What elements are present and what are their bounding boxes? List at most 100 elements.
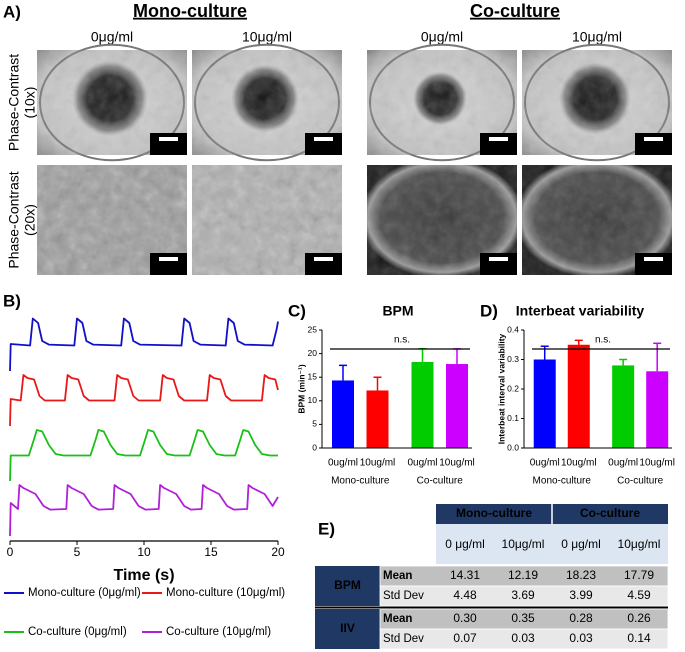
x-tick-label: 0ug/ml (407, 458, 437, 469)
scale-bar-label: 50μm (156, 263, 181, 274)
cell: 12.19 (508, 568, 538, 582)
micrograph: 50μm (522, 165, 672, 275)
bar (567, 344, 590, 448)
row-label: Phase-Contrast (6, 54, 22, 151)
y-tick-label: 0.0 (507, 442, 519, 452)
micrograph: 100μm (37, 43, 187, 162)
group-label: Co-culture (417, 476, 464, 487)
y-tick-label: 15 (308, 371, 318, 381)
scale-bar (489, 137, 508, 141)
column-label: 10μg/ml (242, 29, 292, 45)
y-axis-label: BPM (min⁻¹) (296, 364, 306, 414)
x-tick-label: 0ug/ml (530, 458, 560, 469)
panel-label: C) (288, 301, 306, 320)
bar (446, 364, 468, 448)
y-tick-label: 25 (308, 324, 318, 334)
row-label: Mean (383, 613, 412, 625)
x-tick-label: 10ug/ml (639, 458, 675, 469)
column-header: 10μg/ml (502, 537, 545, 551)
row-label: Mean (383, 570, 412, 582)
cell: 0.07 (453, 631, 477, 645)
x-tick-label: 5 (74, 545, 81, 559)
y-tick-label: 10 (308, 395, 318, 405)
scale-bar (314, 257, 333, 261)
cell: 0.30 (453, 611, 477, 625)
cell: 14.31 (450, 568, 480, 582)
section-label: BPM (334, 578, 361, 592)
panel-label: D) (480, 301, 498, 320)
group-title: Mono-culture (133, 1, 247, 21)
micrograph: 100μm (522, 43, 672, 162)
x-tick-label: 0 (7, 545, 14, 559)
y-tick-label: 0.4 (507, 324, 519, 334)
x-axis-label: Time (s) (113, 567, 174, 584)
scale-bar (159, 137, 178, 141)
bar (533, 359, 556, 448)
x-tick-label: 20 (271, 545, 285, 559)
cell: 17.79 (624, 568, 654, 582)
x-tick-label: 10ug/ml (561, 458, 597, 469)
y-tick-label: 20 (308, 348, 318, 358)
x-tick-label: 0ug/ml (608, 458, 638, 469)
legend-label: Mono-culture (10μg/ml) (166, 587, 285, 599)
scale-bar-label: 50μm (311, 263, 336, 274)
cell: 0.14 (627, 631, 651, 645)
scale-bar-label: 100μm (638, 143, 669, 154)
y-tick-label: 5 (312, 419, 317, 429)
cell: 0.26 (627, 611, 651, 625)
trace (9, 429, 278, 482)
column-header: 0 μg/ml (561, 537, 601, 551)
scale-bar (159, 257, 178, 261)
micrograph: 100μm (192, 43, 342, 162)
cell: 3.69 (511, 588, 535, 602)
legend-label: Mono-culture (0μg/ml) (28, 587, 141, 599)
group-header: Co-culture (580, 506, 640, 520)
micrograph: 50μm (192, 165, 342, 275)
scale-bar-label: 100μm (483, 143, 514, 154)
annotation: n.s. (394, 335, 410, 346)
micrograph: 100μm (367, 43, 517, 162)
cell: 0.28 (569, 611, 593, 625)
scale-bar-label: 100μm (153, 143, 184, 154)
cell: 0.03 (569, 631, 593, 645)
panel-label: E) (318, 519, 335, 538)
row-label: Std Dev (383, 590, 424, 602)
cell: 0.03 (511, 631, 535, 645)
section-cell (315, 566, 380, 606)
trace (9, 484, 279, 537)
row-bg (379, 628, 669, 650)
column-label: 0μg/ml (91, 29, 133, 45)
row-label: (10x) (22, 87, 38, 119)
scale-bar-label: 50μm (486, 263, 511, 274)
group-label: Mono-culture (331, 476, 390, 487)
cell: 18.23 (566, 568, 596, 582)
scale-bar (489, 257, 508, 261)
row-label: Phase-Contrast (6, 171, 22, 268)
group-label: Mono-culture (533, 476, 592, 487)
trace (9, 374, 279, 427)
group-header: Mono-culture (456, 506, 532, 520)
bar (646, 371, 669, 448)
trace (9, 317, 279, 372)
y-tick-label: 0.3 (507, 354, 519, 364)
row-bg (379, 585, 669, 607)
cell: 0.35 (511, 611, 535, 625)
x-tick-label: 10ug/ml (360, 458, 396, 469)
cell: 3.99 (569, 588, 593, 602)
group-label: Co-culture (617, 476, 664, 487)
bar (411, 361, 434, 448)
x-tick-label: 10 (137, 545, 151, 559)
section-label: IIV (340, 621, 355, 635)
section-cell (315, 609, 380, 649)
x-tick-label: 10ug/ml (439, 458, 475, 469)
x-tick-label: 0ug/ml (328, 458, 358, 469)
legend-label: Co-culture (0μg/ml) (28, 626, 127, 638)
bar (612, 365, 635, 448)
legend-label: Co-culture (10μg/ml) (166, 626, 271, 638)
bar (332, 380, 354, 448)
scale-bar-label: 50μm (641, 263, 666, 274)
panel-label: A) (3, 2, 21, 21)
annotation: n.s. (595, 335, 611, 346)
row-label: Std Dev (383, 633, 424, 645)
